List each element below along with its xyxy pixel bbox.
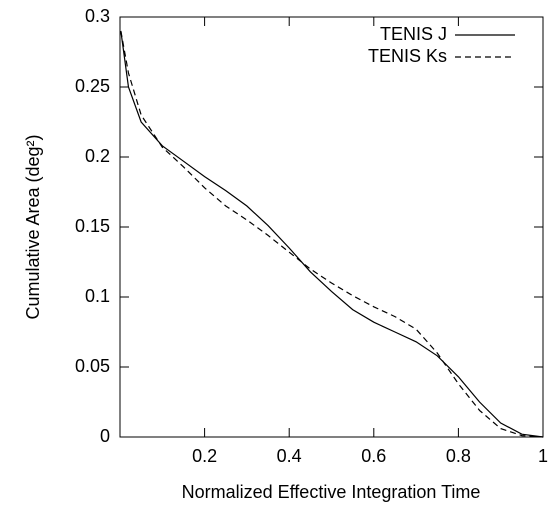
series-line <box>120 30 544 438</box>
plot-frame <box>119 16 544 438</box>
y-tick-label: 0.2 <box>85 146 110 166</box>
x-axis-label: Normalized Effective Integration Time <box>182 482 481 502</box>
series-line <box>120 30 544 438</box>
y-tick-label: 0.1 <box>85 286 110 306</box>
y-tick-label: 0.05 <box>75 356 110 376</box>
legend-label: TENIS J <box>380 24 447 44</box>
y-tick-label: 0.15 <box>75 216 110 236</box>
x-tick-label: 0.8 <box>446 446 471 466</box>
x-tick-label: 0.4 <box>277 446 302 466</box>
y-axis-label: Cumulative Area (deg²) <box>23 134 43 319</box>
x-tick-label: 1 <box>538 446 548 466</box>
y-tick-label: 0.3 <box>85 6 110 26</box>
y-tick-label: 0.25 <box>75 76 110 96</box>
x-tick-label: 0.2 <box>192 446 217 466</box>
x-tick-label: 0.6 <box>361 446 386 466</box>
y-tick-label: 0 <box>100 426 110 446</box>
legend-label: TENIS Ks <box>368 46 447 66</box>
